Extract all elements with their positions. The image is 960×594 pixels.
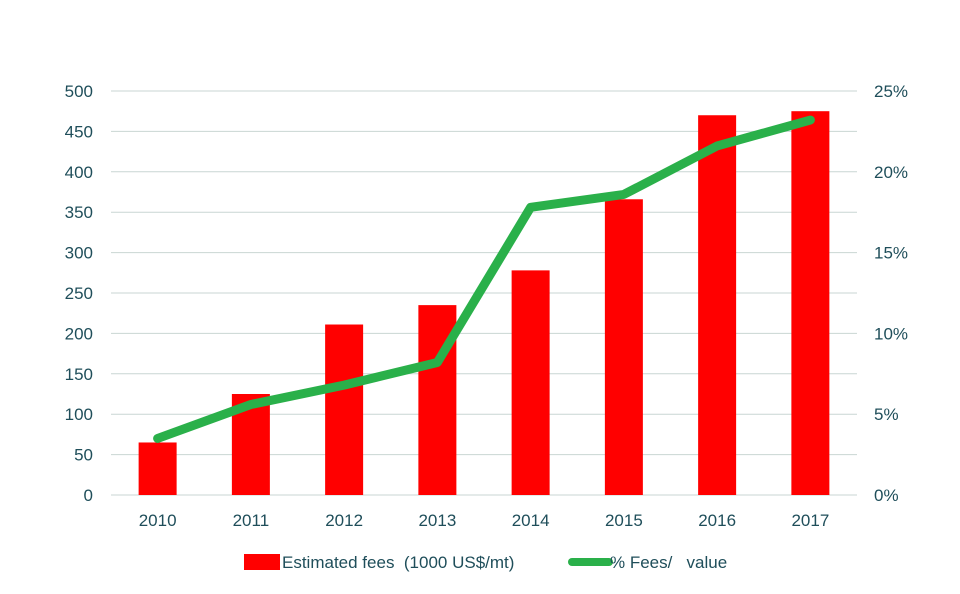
line-series (153, 115, 815, 443)
line-point (436, 361, 439, 364)
left-tick-label: 250 (65, 284, 93, 303)
bar (138, 442, 177, 495)
left-tick-label: 450 (65, 122, 93, 141)
right-tick-label: 15% (874, 244, 908, 263)
left-tick-label: 150 (65, 365, 93, 384)
left-y-axis: 0 50 100 150 200 250 300 350 400 450 500 (65, 82, 93, 505)
x-tick-label: 2015 (605, 511, 643, 530)
x-axis: 2010 2011 2012 2013 2014 2015 2016 2017 (139, 511, 830, 530)
right-y-axis: 0% 5% 10% 15% 20% 25% (874, 82, 908, 505)
left-tick-label: 200 (65, 324, 93, 343)
right-tick-label: 5% (874, 405, 899, 424)
bar-series (138, 111, 830, 496)
right-tick-label: 25% (874, 82, 908, 101)
left-tick-label: 0 (84, 486, 93, 505)
left-tick-label: 350 (65, 203, 93, 222)
line-point (156, 437, 159, 440)
x-tick-label: 2017 (791, 511, 829, 530)
right-tick-label: 0% (874, 486, 899, 505)
line-point (809, 119, 812, 122)
right-tick-label: 10% (874, 324, 908, 343)
bar (698, 115, 737, 496)
line-point (249, 403, 252, 406)
line-point (529, 206, 532, 209)
legend: Estimated fees (1000 US$/mt) % Fees/ val… (244, 553, 727, 572)
bar (604, 199, 643, 495)
right-tick-label: 20% (874, 163, 908, 182)
bar (325, 324, 364, 495)
x-tick-label: 2014 (512, 511, 550, 530)
left-tick-label: 50 (74, 446, 93, 465)
left-tick-label: 300 (65, 244, 93, 263)
left-tick-label: 500 (65, 82, 93, 101)
legend-swatch-bar (244, 554, 280, 570)
left-tick-label: 100 (65, 405, 93, 424)
legend-label-bar: Estimated fees (1000 US$/mt) (282, 553, 514, 572)
left-tick-label: 400 (65, 163, 93, 182)
x-tick-label: 2016 (698, 511, 736, 530)
line-point (622, 193, 625, 196)
bar (791, 111, 830, 495)
legend-label-line: % Fees/ value (610, 553, 727, 572)
x-tick-label: 2013 (418, 511, 456, 530)
x-tick-label: 2011 (233, 511, 270, 530)
x-tick-label: 2012 (325, 511, 363, 530)
line-point (716, 144, 719, 147)
x-tick-label: 2010 (139, 511, 177, 530)
bar (511, 270, 550, 495)
line-point (343, 384, 346, 387)
line-series-path (153, 115, 815, 443)
